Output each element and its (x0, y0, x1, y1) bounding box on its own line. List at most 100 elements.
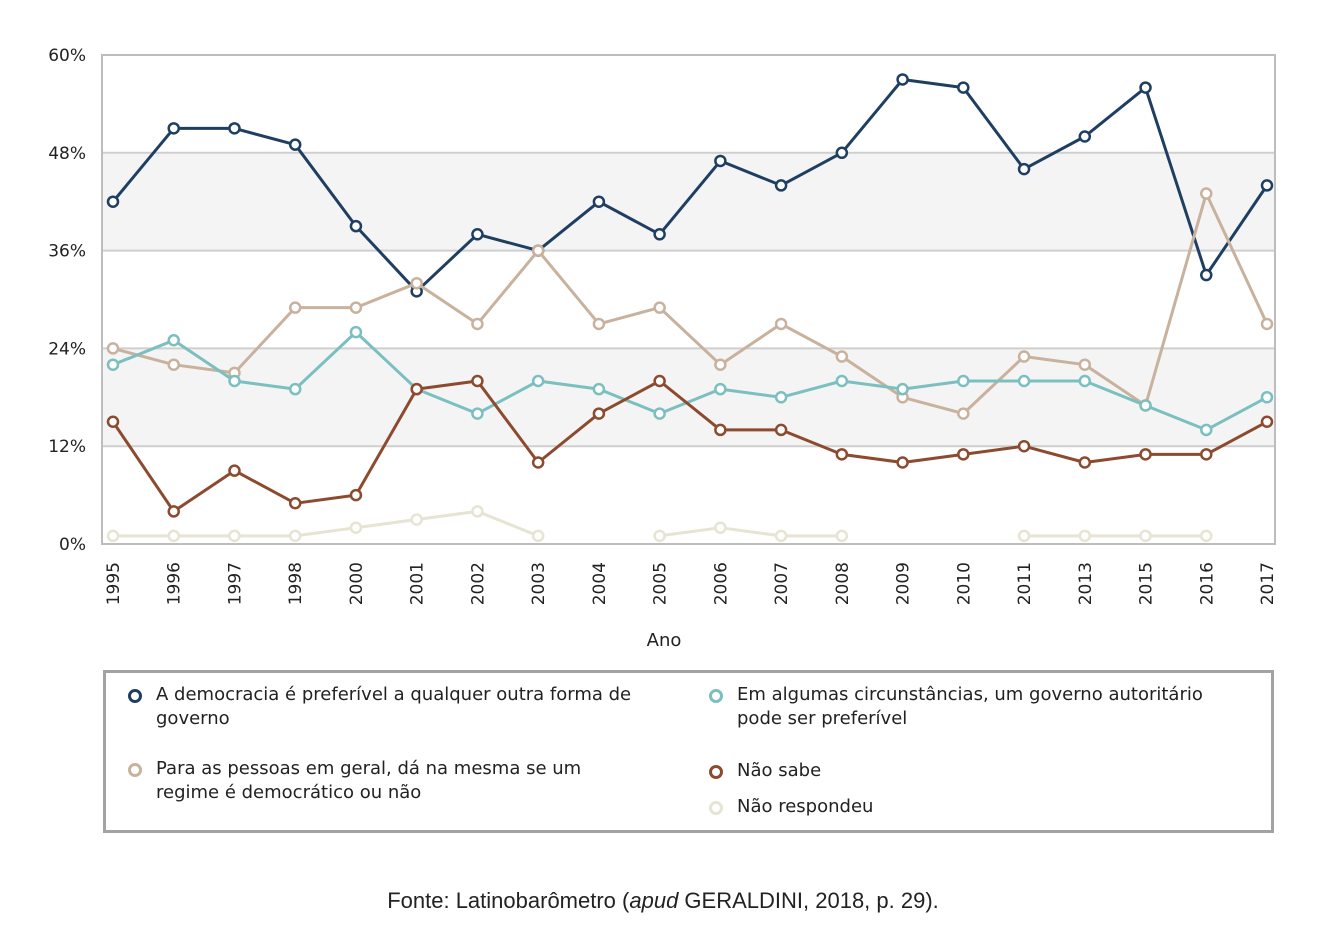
data-point-autoritario-2003 (531, 374, 545, 388)
data-point-autoritario-2013 (1078, 374, 1092, 388)
data-point-autoritario-2010 (957, 374, 970, 388)
data-point-indiferente-2002 (471, 317, 484, 331)
legend-marker-democracia (128, 689, 142, 703)
data-point-autoritario-2000 (349, 325, 363, 339)
data-point-indiferente-2013 (1078, 358, 1092, 371)
legend-label-autoritario: Em algumas circunstâncias, um governo au… (737, 684, 1203, 729)
data-point-indiferente-2016 (1200, 187, 1213, 200)
x-tick-label-1996: 1996 (165, 562, 185, 605)
data-point-autoritario-2005 (653, 407, 666, 420)
series-autoritario (106, 325, 1274, 437)
data-point-indiferente-2001 (410, 276, 423, 290)
data-point-naosabe-1998 (288, 497, 302, 510)
data-point-democracia-2006 (714, 154, 727, 168)
data-point-naosabe-2001 (410, 382, 423, 396)
y-tick-label-12%: 12% (48, 437, 86, 457)
data-point-naosabe-2000 (349, 488, 363, 502)
x-tick-label-2004: 2004 (590, 562, 610, 605)
data-point-indiferente-2000 (349, 301, 363, 314)
data-point-naosabe-2003 (531, 456, 545, 469)
data-point-naorespondeu-2015 (1139, 529, 1152, 543)
x-tick-label-2015: 2015 (1137, 562, 1157, 605)
series-naorespondeu (106, 505, 1213, 543)
data-point-naosabe-2013 (1078, 456, 1092, 469)
x-tick-label-2007: 2007 (772, 562, 792, 605)
legend-item-autoritario: Em algumas circunstâncias, um governo au… (709, 683, 1239, 731)
x-tick-label-2011: 2011 (1015, 562, 1035, 605)
x-tick-label-2002: 2002 (468, 562, 488, 605)
series-line-naorespondeu-0 (111, 509, 540, 538)
data-point-autoritario-1995 (106, 358, 120, 371)
data-point-naorespondeu-2008 (835, 529, 849, 543)
x-axis-title: Ano (647, 630, 682, 651)
data-point-naosabe-2016 (1200, 448, 1213, 461)
data-point-naosabe-2009 (896, 456, 909, 469)
x-tick-label-2013: 2013 (1076, 562, 1096, 605)
data-point-autoritario-2004 (592, 382, 606, 396)
x-tick-label-2016: 2016 (1197, 562, 1217, 605)
data-point-naorespondeu-2001 (410, 513, 423, 526)
series-line-naosabe-0 (111, 379, 1269, 513)
data-point-autoritario-2017 (1260, 391, 1274, 404)
data-point-democracia-2011 (1017, 162, 1031, 176)
plot-area-frame (101, 54, 1276, 545)
data-point-autoritario-1996 (167, 334, 180, 347)
legend-item-naosabe: Não sabe (709, 759, 1109, 783)
data-point-democracia-2007 (774, 179, 788, 192)
data-point-autoritario-1997 (228, 374, 241, 388)
data-point-democracia-2009 (896, 73, 909, 86)
y-axis-ticks: 0% 12% 24% 36% 48% 60% (48, 46, 86, 555)
data-point-autoritario-2006 (714, 382, 727, 396)
band-1 (102, 348, 1275, 447)
legend-item-naorespondeu: Não respondeu (709, 795, 1109, 819)
legend-label-democracia: A democracia é preferível a qualquer out… (156, 684, 632, 729)
x-tick-label-2001: 2001 (408, 562, 428, 605)
data-point-democracia-1996 (167, 122, 180, 135)
data-point-naosabe-2010 (957, 448, 970, 461)
source-caption: Fonte: Latinobarômetro (apud GERALDINI, … (0, 888, 1326, 914)
data-point-autoritario-2007 (774, 391, 788, 404)
y-tick-label-48%: 48% (48, 144, 86, 164)
data-point-democracia-1997 (228, 122, 241, 135)
data-point-autoritario-2011 (1017, 374, 1031, 388)
x-tick-label-2017: 2017 (1258, 562, 1278, 605)
x-tick-label-2000: 2000 (347, 562, 367, 605)
data-point-naorespondeu-2000 (349, 521, 363, 534)
x-tick-label-1998: 1998 (286, 562, 306, 605)
data-point-naosabe-1997 (228, 464, 241, 477)
series-layer (106, 73, 1274, 543)
data-point-naosabe-1995 (106, 415, 120, 428)
y-tick-label-24%: 24% (48, 339, 86, 359)
data-point-naosabe-2015 (1139, 448, 1152, 461)
data-point-naosabe-2004 (592, 407, 606, 420)
data-point-naorespondeu-2002 (471, 505, 484, 518)
legend-label-indiferente: Para as pessoas em geral, dá na mesma se… (156, 758, 582, 803)
data-point-democracia-2015 (1139, 81, 1152, 94)
plot-background-bands (102, 55, 1275, 544)
data-point-democracia-2004 (592, 195, 606, 208)
line-chart: 0% 12% 24% 36% 48% 60% 1995 1996 1997 1998 2000 20… (48, 46, 1278, 651)
x-tick-label-2003: 2003 (529, 562, 549, 605)
legend-item-indiferente: Para as pessoas em geral, dá na mesma se… (128, 757, 608, 805)
x-tick-label-1995: 1995 (104, 562, 124, 605)
data-point-naorespondeu-1998 (288, 529, 302, 543)
data-point-indiferente-2010 (957, 407, 970, 420)
data-point-indiferente-2003 (531, 244, 545, 257)
data-point-naosabe-2005 (653, 374, 666, 388)
y-tick-label-60%: 60% (48, 46, 86, 66)
y-tick-label-36%: 36% (48, 242, 86, 262)
data-point-naosabe-1996 (167, 505, 180, 518)
series-line-naorespondeu-1 (658, 526, 844, 538)
data-point-indiferente-2007 (774, 317, 788, 331)
data-point-naosabe-2011 (1017, 439, 1031, 453)
data-point-democracia-2008 (835, 146, 849, 160)
data-point-naosabe-2007 (774, 423, 788, 437)
data-point-democracia-2010 (957, 81, 970, 94)
data-point-democracia-2002 (471, 228, 484, 241)
data-point-naosabe-2008 (835, 448, 849, 461)
legend-marker-naorespondeu (709, 801, 723, 815)
data-point-autoritario-2008 (835, 374, 849, 388)
data-point-indiferente-2017 (1260, 317, 1274, 331)
data-point-autoritario-2009 (896, 382, 909, 396)
legend-label-naosabe: Não sabe (737, 760, 822, 781)
